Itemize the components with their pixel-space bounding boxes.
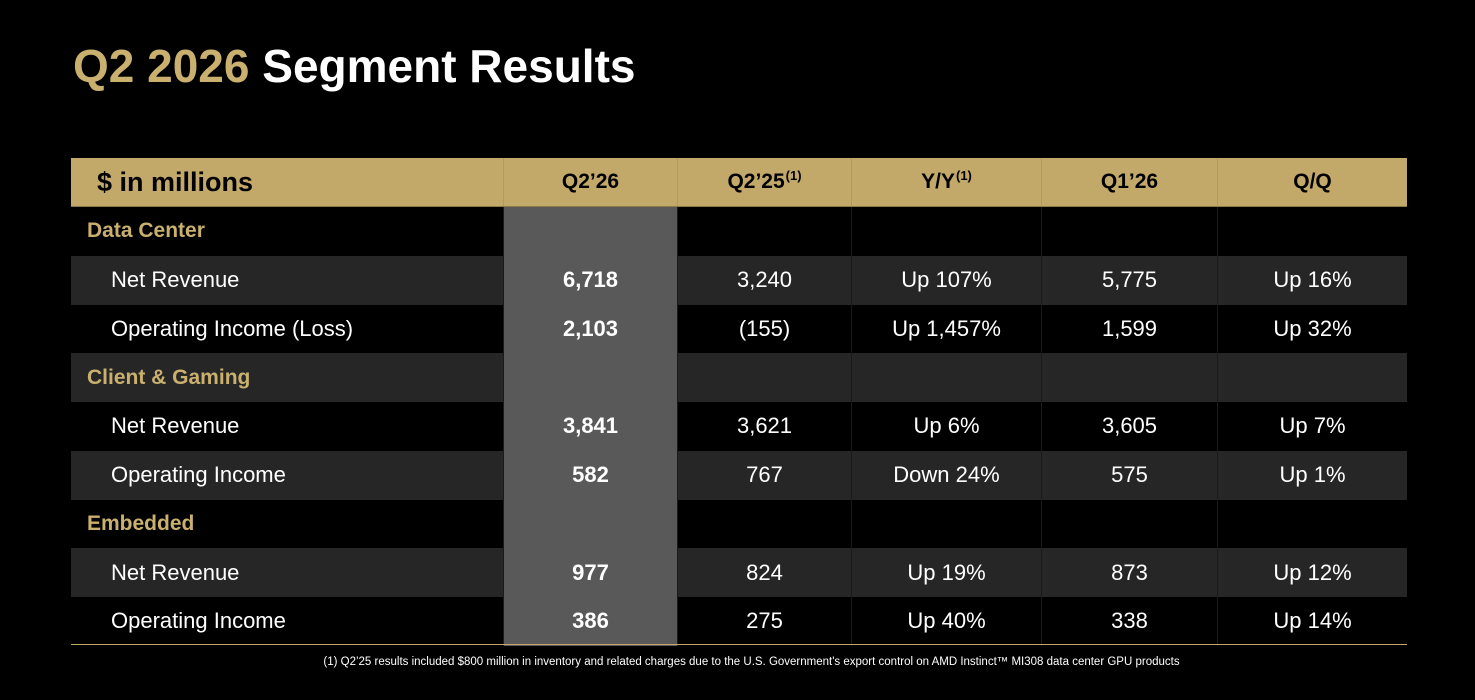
cell-q2-25: (155): [677, 304, 851, 354]
row-label: Net Revenue: [111, 413, 240, 439]
footnote: (1) Q2’25 results included $800 million …: [323, 656, 1180, 668]
cell-q2-26: 977: [503, 548, 677, 597]
cell-qq: Up 32%: [1217, 304, 1407, 354]
table-row: Net Revenue 6,718 3,240 Up 107% 5,775 Up…: [71, 255, 1407, 305]
cell-q2-25: 275: [677, 597, 851, 646]
row-label: Operating Income: [111, 462, 286, 488]
cell-yy: Up 1,457%: [851, 304, 1041, 354]
cell-yy: Up 19%: [851, 548, 1041, 597]
cell-q2-26: 386: [503, 597, 677, 646]
cell-q2-26: 6,718: [503, 255, 677, 305]
header-q2-25: Q2’25 (1): [677, 158, 851, 206]
section-label: Client & Gaming: [87, 365, 251, 389]
cell-q1-26: 5,775: [1041, 255, 1217, 305]
cell-yy: Up 107%: [851, 255, 1041, 305]
section-label: Data Center: [87, 219, 205, 243]
header-yy-footnote-marker: (1): [955, 167, 972, 183]
table-row: Net Revenue 3,841 3,621 Up 6% 3,605 Up 7…: [71, 402, 1407, 451]
cell-q1-26: 873: [1041, 548, 1217, 597]
row-label: Net Revenue: [111, 559, 240, 585]
table-row: Operating Income 386 275 Up 40% 338 Up 1…: [71, 597, 1407, 646]
header-q2-25-footnote-marker: (1): [785, 167, 802, 183]
title-text: Segment Results: [262, 40, 636, 92]
cell-q2-25: 824: [677, 548, 851, 597]
cell-qq: Up 7%: [1217, 402, 1407, 451]
row-label: Operating Income: [111, 608, 286, 634]
header-qq: Q/Q: [1217, 158, 1407, 206]
cell-qq: Up 14%: [1217, 597, 1407, 646]
title-period: Q2 2026: [73, 40, 250, 92]
table-row: Operating Income 582 767 Down 24% 575 Up…: [71, 450, 1407, 500]
section-row-embedded: Embedded: [71, 499, 1407, 549]
page-title: Q2 2026 Segment Results: [73, 38, 635, 94]
cell-yy: Up 6%: [851, 402, 1041, 451]
cell-q1-26: 338: [1041, 597, 1217, 646]
table-header-row: $ in millions Q2’26 Q2’25 (1) Y/Y (1) Q1’2…: [71, 158, 1407, 207]
row-label: Net Revenue: [111, 267, 240, 293]
header-units: $ in millions: [97, 166, 254, 197]
cell-q2-26: 3,841: [503, 402, 677, 451]
cell-q2-26: 582: [503, 450, 677, 500]
cell-q1-26: 1,599: [1041, 304, 1217, 354]
cell-yy: Up 40%: [851, 597, 1041, 646]
header-q2-26: Q2’26: [503, 158, 677, 206]
cell-q2-25: 767: [677, 450, 851, 500]
cell-qq: Up 16%: [1217, 255, 1407, 305]
segment-results-table: $ in millions Q2’26 Q2’25 (1) Y/Y (1) Q1’2…: [71, 158, 1407, 646]
cell-q2-26: 2,103: [503, 304, 677, 354]
cell-yy: Down 24%: [851, 450, 1041, 500]
table-row: Operating Income (Loss) 2,103 (155) Up 1…: [71, 304, 1407, 354]
header-yy-label: Y/Y: [921, 170, 955, 193]
row-label: Operating Income (Loss): [111, 315, 354, 341]
header-yy: Y/Y (1): [851, 158, 1041, 206]
cell-q1-26: 575: [1041, 450, 1217, 500]
header-q1-26: Q1’26: [1041, 158, 1217, 206]
table-bottom-divider: [71, 644, 1407, 645]
section-row-data-center: Data Center: [71, 207, 1407, 256]
cell-q2-25: 3,621: [677, 402, 851, 451]
cell-q1-26: 3,605: [1041, 402, 1217, 451]
header-q2-25-label: Q2’25: [727, 170, 785, 193]
cell-qq: Up 12%: [1217, 548, 1407, 597]
section-label: Embedded: [87, 511, 195, 535]
section-row-client-gaming: Client & Gaming: [71, 353, 1407, 402]
table-row: Net Revenue 977 824 Up 19% 873 Up 12%: [71, 548, 1407, 597]
cell-qq: Up 1%: [1217, 450, 1407, 500]
cell-q2-25: 3,240: [677, 255, 851, 305]
